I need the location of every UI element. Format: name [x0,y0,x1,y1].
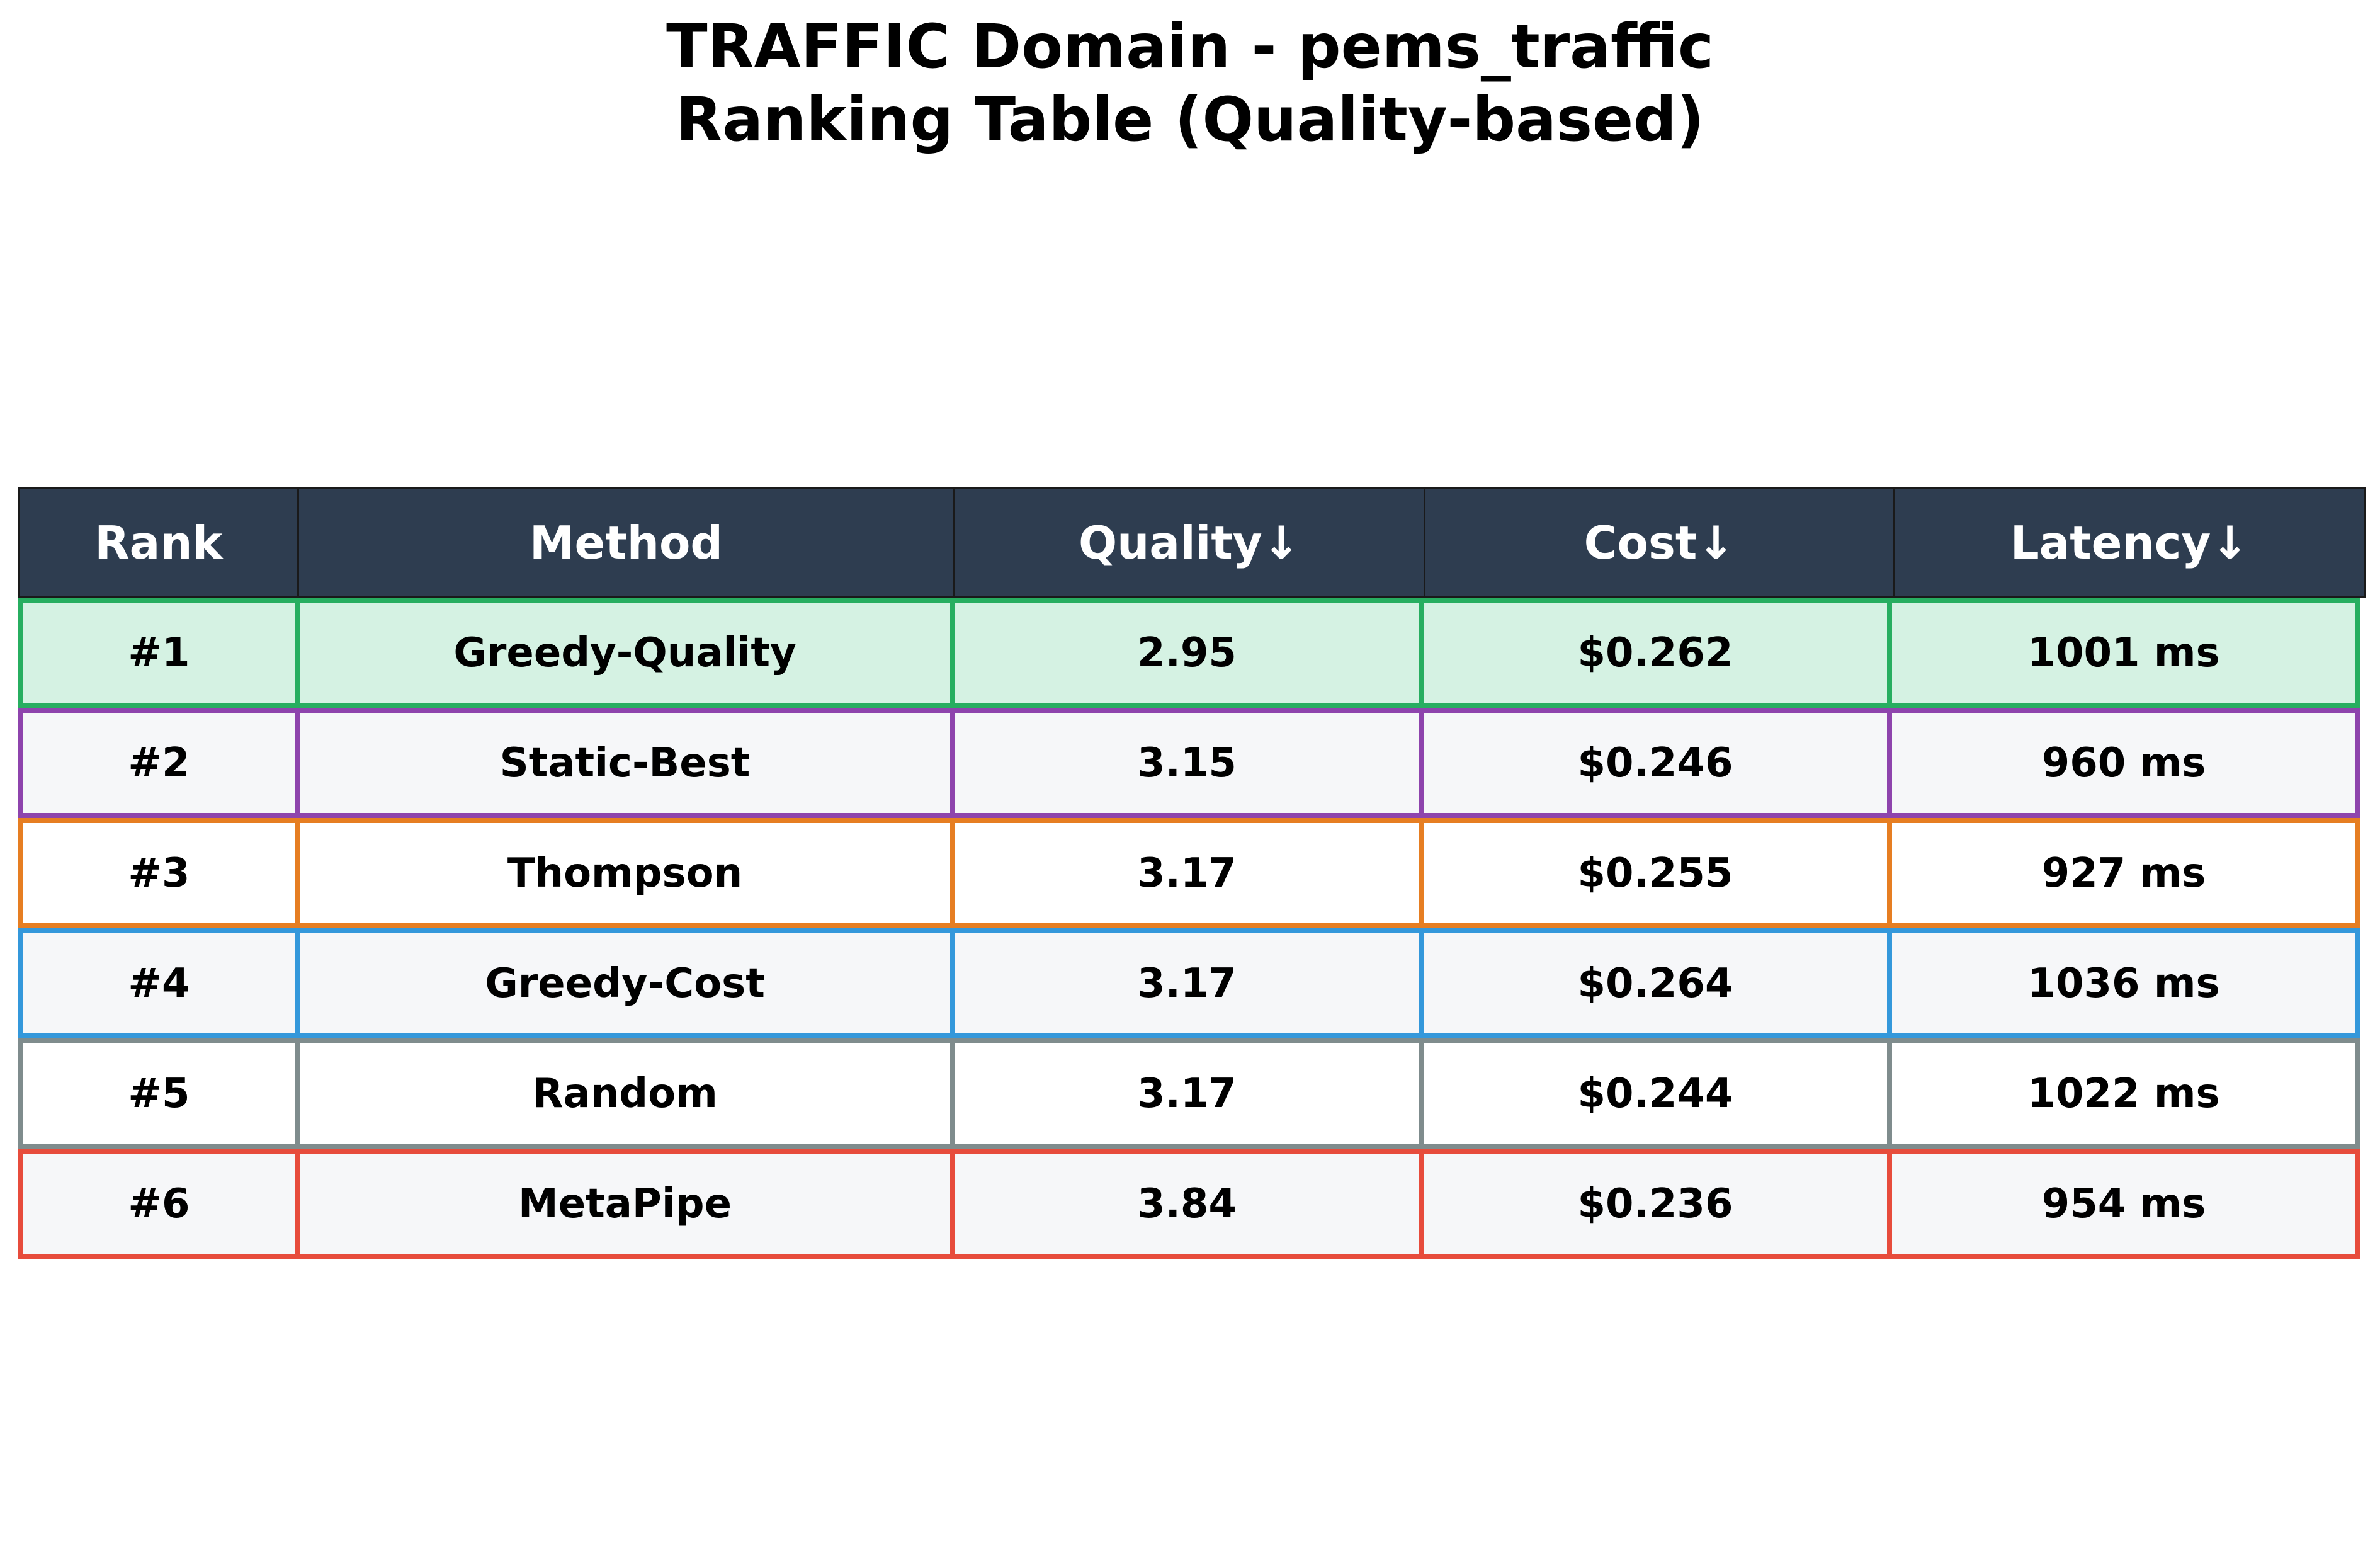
table-row: #3 Thompson 3.17 $0.255 927 ms [18,818,2366,928]
cost-cell: $0.255 [1419,818,1892,928]
quality-cell: 3.17 [950,1038,1424,1149]
latency-cell: 954 ms [1887,1149,2360,1259]
rank-cell: #4 [18,928,300,1038]
cost-cell: $0.264 [1419,928,1892,1038]
latency-cell: 1022 ms [1887,1038,2360,1149]
quality-cell: 3.17 [950,818,1424,928]
table-header-row: Rank Method Quality↓ Cost↓ Latency↓ [18,487,2366,598]
rank-cell: #2 [18,708,300,818]
quality-cell: 3.15 [950,708,1424,818]
header-latency: Latency↓ [1893,487,2366,598]
table-row: #4 Greedy-Cost 3.17 $0.264 1036 ms [18,928,2366,1038]
rank-cell: #1 [18,598,300,708]
header-method: Method [297,487,956,598]
table-row: #6 MetaPipe 3.84 $0.236 954 ms [18,1149,2366,1259]
cost-cell: $0.246 [1419,708,1892,818]
method-cell: Static-Best [295,708,955,818]
method-cell: MetaPipe [295,1149,955,1259]
cost-cell: $0.262 [1419,598,1892,708]
chart-title-line-1: TRAFFIC Domain - pems_traffic [666,11,1714,82]
quality-cell: 2.95 [950,598,1424,708]
ranking-table: Rank Method Quality↓ Cost↓ Latency↓ #1 Gr… [18,487,2366,1259]
rank-cell: #5 [18,1038,300,1149]
latency-cell: 1036 ms [1887,928,2360,1038]
table-row: #2 Static-Best 3.15 $0.246 960 ms [18,708,2366,818]
quality-cell: 3.17 [950,928,1424,1038]
cost-cell: $0.236 [1419,1149,1892,1259]
header-quality: Quality↓ [953,487,1425,598]
rank-cell: #6 [18,1149,300,1259]
method-cell: Random [295,1038,955,1149]
rank-cell: #3 [18,818,300,928]
table-body: #1 Greedy-Quality 2.95 $0.262 1001 ms #2 Stati… [18,598,2366,1259]
quality-cell: 3.84 [950,1149,1424,1259]
table-row: #1 Greedy-Quality 2.95 $0.262 1001 ms [18,598,2366,708]
chart-title-line-2: Ranking Table (Quality-based) [676,84,1704,155]
latency-cell: 927 ms [1887,818,2360,928]
method-cell: Greedy-Quality [295,598,955,708]
method-cell: Greedy-Cost [295,928,955,1038]
header-rank: Rank [18,487,299,598]
table-row: #5 Random 3.17 $0.244 1022 ms [18,1038,2366,1149]
header-cost: Cost↓ [1423,487,1896,598]
method-cell: Thompson [295,818,955,928]
cost-cell: $0.244 [1419,1038,1892,1149]
latency-cell: 960 ms [1887,708,2360,818]
latency-cell: 1001 ms [1887,598,2360,708]
